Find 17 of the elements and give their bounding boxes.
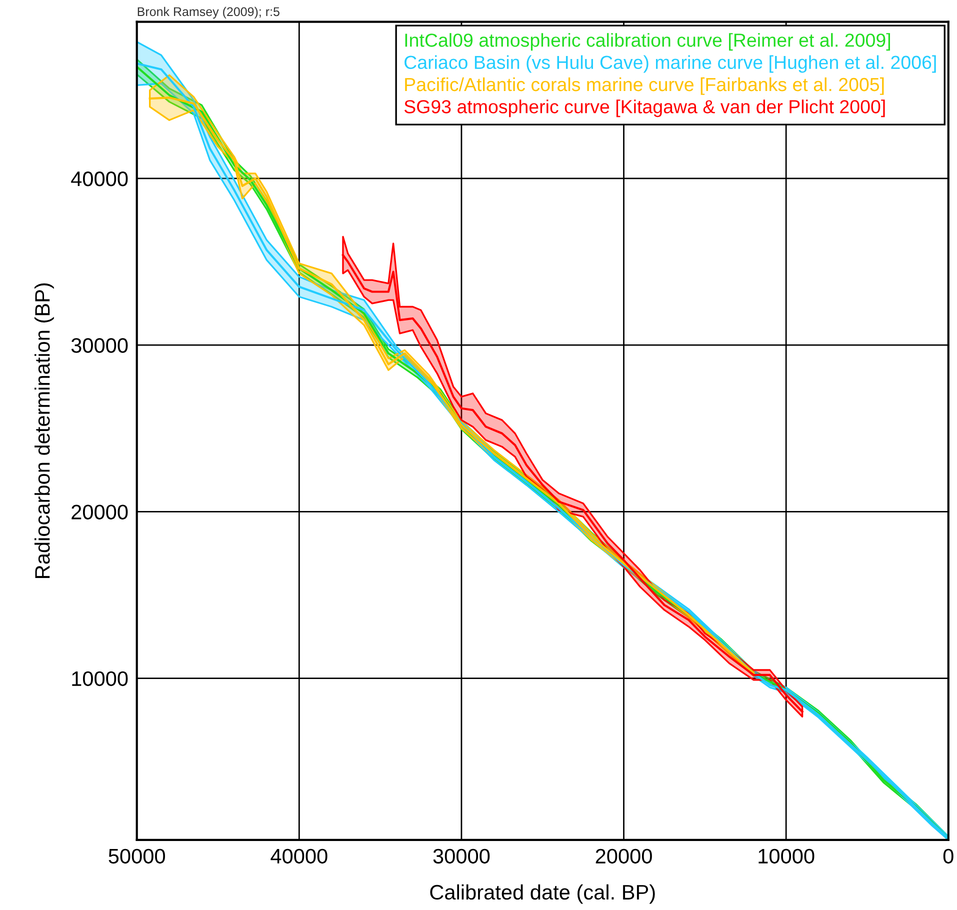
- y-axis-title: Radiocarbon determination (BP): [34, 283, 54, 578]
- x-tick-label: 0: [943, 848, 954, 864]
- text: SG93 atmospheric curve [Kitagawa & van der Plicht 2000]: [404, 100, 885, 118]
- x-tick-label: 20000: [596, 848, 652, 864]
- y-tick-label: 40000: [71, 171, 128, 186]
- text: IntCal09 atmospheric calibration curve [Reimer et al. 2009]: [405, 33, 890, 51]
- x-tick-label: 10000: [758, 848, 814, 864]
- x-tick-label: 30000: [433, 848, 490, 864]
- x-axis-title: Calibrated date (cal. BP): [430, 884, 655, 904]
- y-tick-label: 20000: [72, 504, 128, 520]
- text: Cariaco Basin (vs Hulu Cave) marine curve [Hughen et al. 2006]: [404, 55, 936, 73]
- x-tick-label: 50000: [108, 848, 166, 864]
- text: Bronk Ramsey (2009); r:5: [138, 6, 280, 19]
- y-tick-label: 30000: [71, 338, 128, 353]
- text: Pacific/Atlantic corals marine curve [Fairbanks et al. 2005]: [405, 77, 884, 95]
- y-tick-label: 10000: [72, 671, 128, 686]
- x-tick-label: 40000: [270, 848, 328, 864]
